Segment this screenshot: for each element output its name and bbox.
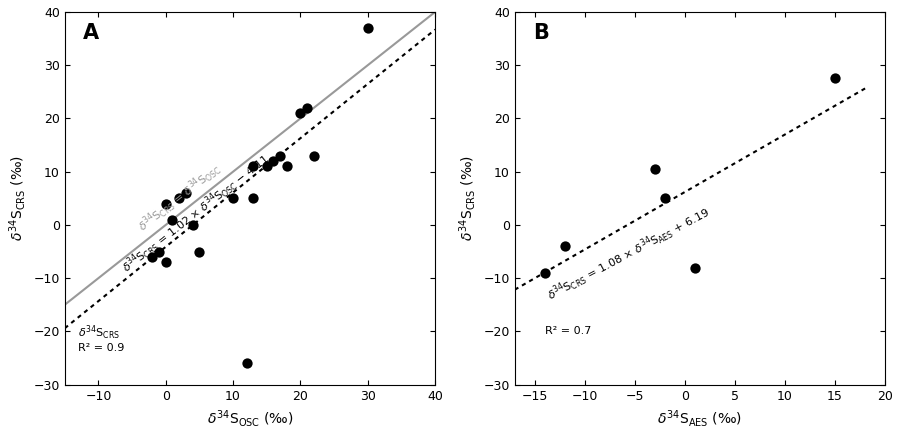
Point [193, 248, 207, 255]
Point [246, 195, 260, 202]
Point [658, 195, 672, 202]
Point [172, 195, 186, 202]
Point [259, 163, 274, 170]
Point [828, 75, 842, 82]
Point [361, 24, 375, 31]
Y-axis label: $\delta^{34}$S$_{\mathregular{CRS}}$ (‰): $\delta^{34}$S$_{\mathregular{CRS}}$ (‰) [7, 155, 28, 241]
Point [246, 163, 260, 170]
Point [537, 269, 552, 276]
X-axis label: $\delta^{34}$S$_{\mathregular{AES}}$ (‰): $\delta^{34}$S$_{\mathregular{AES}}$ (‰) [657, 408, 742, 429]
Y-axis label: $\delta^{34}$S$_{\mathregular{CRS}}$ (‰): $\delta^{34}$S$_{\mathregular{CRS}}$ (‰) [457, 155, 478, 241]
Point [266, 157, 281, 164]
Text: $\delta^{34}$S$_{\mathregular{CRS}}$ = 1.02 × $\delta^{34}$S$_{\mathregular{OSC}: $\delta^{34}$S$_{\mathregular{CRS}}$ = 1… [119, 150, 274, 277]
Point [158, 259, 173, 266]
Text: A: A [84, 23, 99, 43]
Text: $\delta^{34}$S$_{\mathregular{CRS}}$ = 1.08 × $\delta^{34}$S$_{\mathregular{AES}: $\delta^{34}$S$_{\mathregular{CRS}}$ = 1… [544, 204, 714, 305]
Point [145, 253, 159, 260]
Point [179, 190, 194, 197]
Point [648, 166, 662, 173]
Point [558, 243, 572, 250]
Point [688, 264, 702, 271]
Point [300, 104, 314, 111]
Point [293, 109, 308, 116]
Text: R² = 0.7: R² = 0.7 [544, 326, 591, 336]
Point [158, 200, 173, 207]
Text: $\delta^{34}$S$_{\mathregular{CRS}}$
R² = 0.9: $\delta^{34}$S$_{\mathregular{CRS}}$ R² … [78, 324, 124, 354]
Point [307, 152, 321, 159]
Point [239, 360, 254, 367]
Point [166, 216, 180, 223]
Point [185, 221, 200, 228]
Point [273, 152, 287, 159]
Text: $\delta^{34}$S$_{\mathregular{CRS}}$ = $\delta^{34}$S$_{\mathregular{OSC}}$: $\delta^{34}$S$_{\mathregular{CRS}}$ = $… [134, 159, 225, 235]
X-axis label: $\delta^{34}$S$_{\mathregular{OSC}}$ (‰): $\delta^{34}$S$_{\mathregular{OSC}}$ (‰) [207, 408, 293, 429]
Text: B: B [534, 23, 549, 43]
Point [280, 163, 294, 170]
Point [152, 248, 166, 255]
Point [226, 195, 240, 202]
